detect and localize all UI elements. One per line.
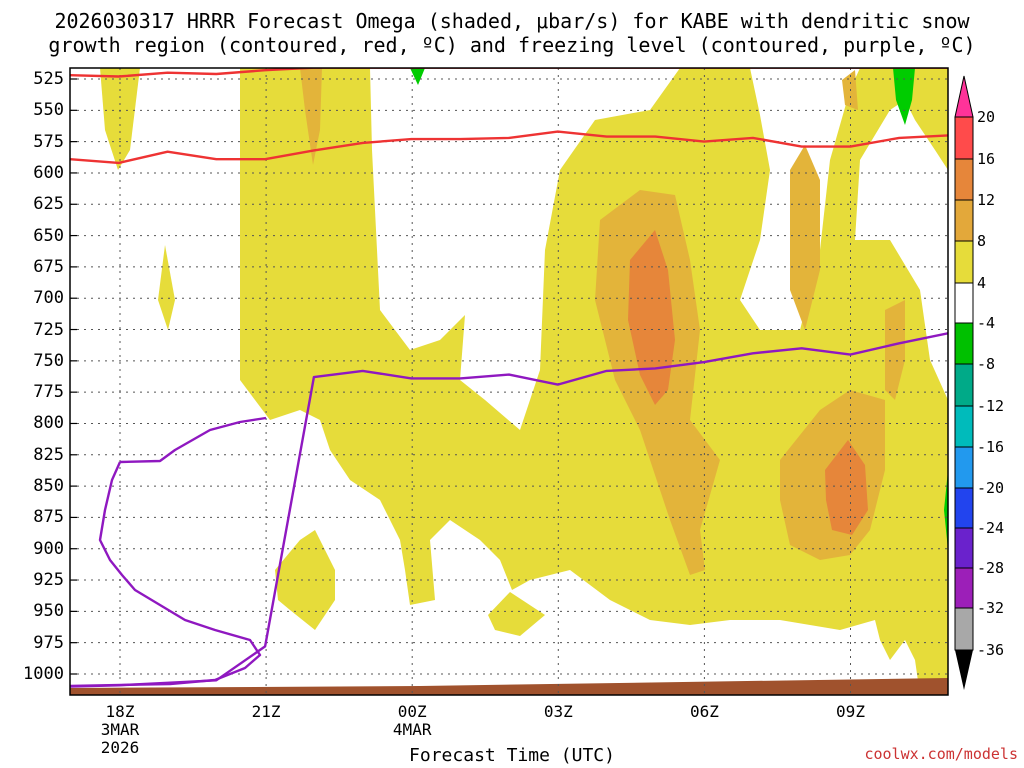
y-tick-label: 550: [33, 100, 64, 121]
colorbar-arrow-bottom: [955, 650, 973, 690]
colorbar-segment: [954, 405, 974, 448]
chart-title-line-1: 2026030317 HRRR Forecast Omega (shaded, …: [54, 9, 970, 33]
omega-neg-green-2: [893, 68, 915, 125]
chart-title-line-2: growth region (contoured, red, ºC) and f…: [48, 33, 976, 57]
x-tick-label: 06Z: [664, 703, 744, 721]
x-tick-label: 18Z 3MAR 2026: [80, 703, 160, 757]
omega-8-12-area-1: [300, 68, 322, 165]
colorbar-segment: [954, 446, 974, 489]
x-tick-time: 00Z: [397, 702, 427, 721]
y-tick-label: 850: [33, 476, 64, 497]
colorbar-segment: [954, 116, 974, 160]
y-tick-label: 650: [33, 225, 64, 246]
colorbar-label: 12: [977, 191, 996, 209]
y-tick-label: 600: [33, 162, 64, 183]
omega-8-12-area-5: [885, 300, 905, 400]
freezing-level-lower-loop: [70, 416, 267, 688]
colorbar: [954, 75, 974, 690]
x-tick-label: 09Z: [811, 703, 891, 721]
omega-neg-green-1: [410, 68, 425, 85]
colorbar-label: -16: [977, 438, 1005, 456]
colorbar-label: -24: [977, 519, 1005, 537]
dendritic-growth-line-1: [70, 68, 948, 78]
omega-4-8-area-2: [240, 68, 948, 695]
omega-4-8-area-5: [488, 592, 545, 636]
colorbar-segment: [954, 567, 974, 609]
colorbar-label: 20: [977, 108, 996, 126]
colorbar-label: 16: [977, 150, 996, 168]
omega-neg-green-3: [944, 470, 948, 550]
omega-12-16-area-1: [628, 230, 675, 405]
x-tick-label: 03Z: [518, 703, 598, 721]
x-tick-date: 3MAR: [100, 720, 140, 739]
omega-4-8-area-4: [275, 530, 335, 630]
omega-12-16-area-2: [825, 440, 868, 535]
plot-frame: [69, 67, 949, 696]
x-tick-time: 06Z: [689, 702, 719, 721]
omega-8-12-area-3: [790, 145, 820, 330]
colorbar-segment: [954, 158, 974, 201]
colorbar-label: -32: [977, 599, 1005, 617]
dendritic-growth-line-2: [70, 130, 948, 165]
terrain-surface: [70, 678, 948, 695]
x-tick-date: 4MAR: [392, 720, 432, 739]
colorbar-segment: [954, 607, 974, 651]
x-tick-date: 2026: [100, 738, 140, 757]
y-tick-label: 700: [33, 288, 64, 309]
colorbar-label: -12: [977, 397, 1005, 415]
x-tick-label: 21Z: [226, 703, 306, 721]
x-tick-time: 09Z: [836, 702, 865, 721]
y-tick-label: 575: [33, 131, 64, 152]
y-tick-label: 725: [33, 319, 64, 340]
x-tick-label: 00Z 4MAR: [372, 703, 452, 739]
colorbar-label: 8: [977, 232, 987, 250]
x-tick-time: 18Z: [105, 702, 135, 721]
x-tick-time: 21Z: [251, 702, 281, 721]
colorbar-arrow-top: [954, 75, 974, 118]
y-tick-label: 875: [33, 507, 64, 528]
colorbar-label: -8: [977, 355, 996, 373]
colorbar-segment: [954, 322, 974, 365]
colorbar-label: -36: [977, 641, 1005, 659]
y-tick-label: 825: [33, 444, 64, 465]
contour-series: [70, 68, 948, 688]
colorbar-label: -28: [977, 559, 1005, 577]
y-tick-label: 900: [33, 538, 64, 559]
x-tick-time: 03Z: [543, 702, 573, 721]
y-tick-label: 525: [33, 69, 64, 89]
y-tick-label: 950: [33, 601, 64, 622]
y-tick-label: 1000: [23, 664, 64, 684]
colorbar-label: 4: [977, 274, 987, 292]
x-axis-label: Forecast Time (UTC): [409, 745, 615, 766]
y-tick-label: 975: [33, 632, 64, 653]
y-tick-label: 750: [33, 350, 64, 371]
colorbar-label: -20: [977, 479, 1005, 497]
y-tick-label: 675: [33, 256, 64, 277]
colorbar-label: -4: [977, 314, 996, 332]
omega-shading: [100, 68, 948, 695]
colorbar-segment: [954, 363, 974, 407]
colorbar-segment: [954, 487, 974, 529]
y-tick-label: 625: [33, 194, 64, 215]
watermark: coolwx.com/models: [864, 745, 1018, 763]
y-tick-label: 800: [33, 413, 64, 434]
grid-lines: [70, 68, 948, 695]
omega-4-8-area-3: [158, 245, 175, 330]
y-tick-label: 775: [33, 382, 64, 403]
y-tick-label: 925: [33, 570, 64, 591]
colorbar-segment: [954, 282, 974, 324]
colorbar-segment: [954, 527, 974, 569]
colorbar-segment: [954, 199, 974, 242]
colorbar-segment: [954, 240, 974, 284]
